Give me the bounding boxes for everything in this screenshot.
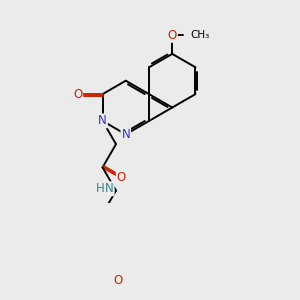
- Text: N: N: [122, 128, 130, 141]
- Text: O: O: [117, 172, 126, 184]
- Text: N: N: [98, 114, 107, 128]
- Text: O: O: [113, 274, 122, 287]
- Text: N: N: [105, 182, 114, 195]
- Text: O: O: [73, 88, 82, 100]
- Text: O: O: [168, 29, 177, 42]
- Text: CH₃: CH₃: [190, 30, 209, 40]
- Text: H: H: [96, 182, 105, 195]
